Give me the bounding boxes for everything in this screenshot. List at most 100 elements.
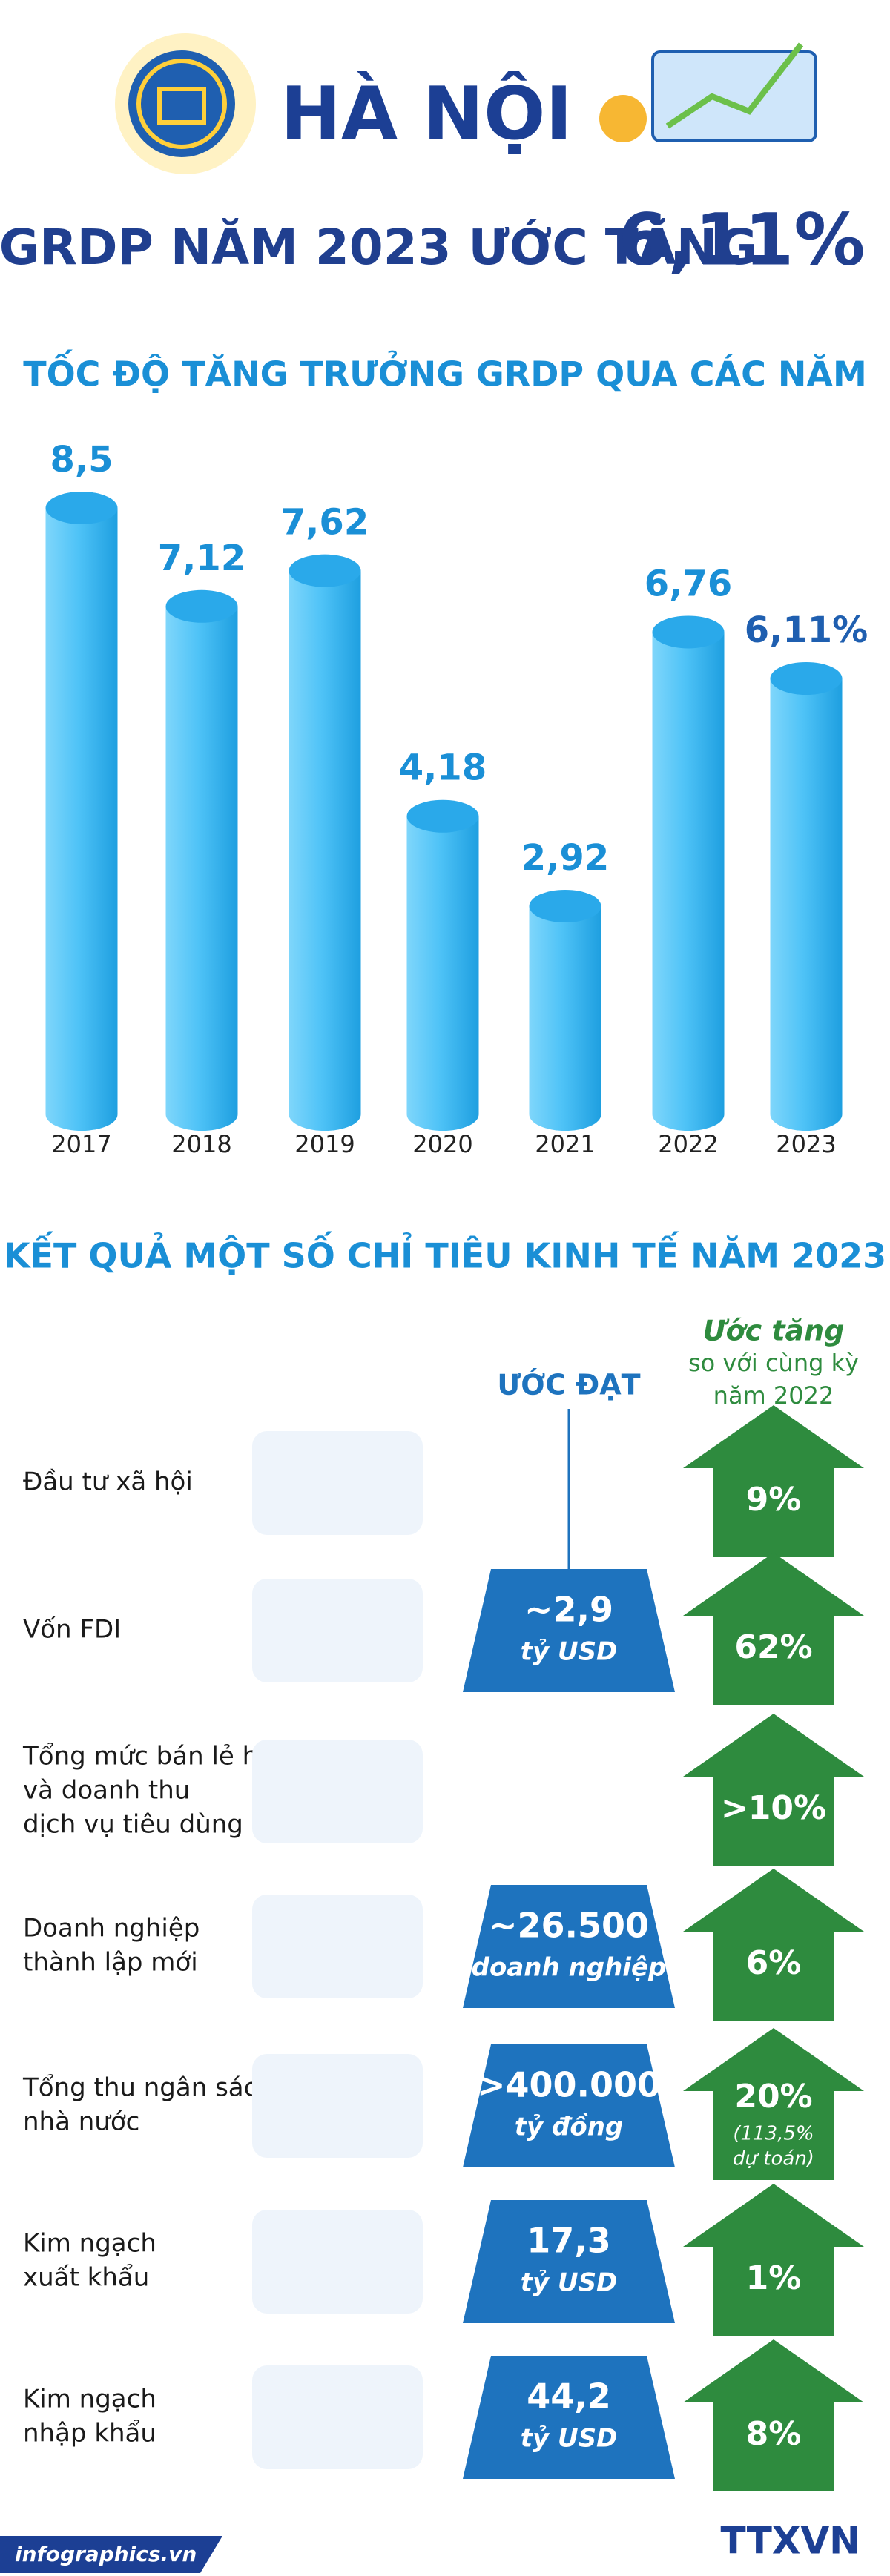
estimate-box bbox=[463, 2044, 675, 2167]
x-tick-label: 2022 bbox=[658, 1130, 718, 1158]
value-label: 7,62 bbox=[281, 502, 369, 544]
row-illustration bbox=[252, 1740, 423, 1843]
bar-cap bbox=[406, 799, 479, 833]
row-label: dịch vụ tiêu dùng bbox=[23, 1810, 243, 1840]
growth-arrow bbox=[683, 2028, 864, 2180]
x-tick-label: 2017 bbox=[51, 1130, 111, 1158]
estimate-value: ~2,9 bbox=[524, 1590, 613, 1630]
bar bbox=[165, 606, 238, 1131]
header-trend bbox=[665, 42, 804, 129]
value-label: 6,76 bbox=[645, 563, 732, 604]
estimate-unit: tỷ đồng bbox=[515, 2113, 624, 2142]
row-illustration bbox=[252, 2054, 423, 2158]
growth-note: (113,5% bbox=[733, 2123, 814, 2145]
x-tick-label: 2021 bbox=[535, 1130, 595, 1158]
footer-band bbox=[0, 2536, 222, 2573]
estimate-value: 17,3 bbox=[527, 2221, 611, 2261]
estimate-value: ~26.500 bbox=[489, 1906, 649, 1946]
x-tick-label: 2018 bbox=[171, 1130, 231, 1158]
growth-value: 1% bbox=[746, 2259, 802, 2297]
row-label: Đầu tư xã hội bbox=[23, 1467, 193, 1497]
bar bbox=[406, 816, 479, 1131]
row-illustration bbox=[252, 1895, 423, 1998]
bar bbox=[289, 570, 361, 1131]
estimate-box bbox=[463, 2200, 675, 2323]
growth-arrow bbox=[683, 2184, 864, 2336]
growth-value: >10% bbox=[721, 1789, 826, 1827]
bar bbox=[652, 632, 725, 1131]
logo bbox=[128, 50, 235, 157]
estimate-value: >400.000 bbox=[477, 2065, 661, 2105]
growth-arrow bbox=[683, 1405, 864, 1557]
growth-arrow bbox=[683, 1553, 864, 1705]
growth-arrow bbox=[683, 1869, 864, 2021]
row-label: nhà nước bbox=[23, 2107, 139, 2137]
row-label: nhập khẩu bbox=[23, 2419, 156, 2448]
row-label: Doanh nghiệp bbox=[23, 1914, 200, 1943]
row-illustration bbox=[252, 2365, 423, 2469]
growth-header: năm 2022 bbox=[713, 1381, 834, 1410]
row-label: Tổng thu ngân sách bbox=[22, 2073, 274, 2103]
growth-header: Ước tăng bbox=[703, 1315, 845, 1347]
value-label: 2,92 bbox=[521, 837, 609, 879]
estimate-unit: doanh nghiệp bbox=[472, 1953, 667, 1983]
bar bbox=[45, 508, 118, 1131]
row-label: và doanh thu bbox=[23, 1776, 190, 1806]
estimate-box bbox=[463, 1569, 675, 1692]
footer-agency: TTXVN bbox=[721, 2520, 860, 2563]
estimate-value: 44,2 bbox=[527, 2377, 611, 2417]
row-label: xuất khẩu bbox=[23, 2263, 149, 2293]
chart-title: TỐC ĐỘ TĂNG TRƯỞNG GRDP QUA CÁC NĂM bbox=[23, 350, 867, 394]
footer-site: infographics.vn bbox=[15, 2542, 197, 2566]
x-tick-label: 2023 bbox=[776, 1130, 836, 1158]
headline-value: 6,11% bbox=[618, 198, 865, 281]
row-illustration bbox=[252, 1579, 423, 1682]
estimate-box bbox=[463, 1885, 675, 2008]
logo-ring bbox=[136, 59, 227, 149]
city-title: HÀ NỘI bbox=[280, 71, 573, 156]
row-illustration bbox=[252, 1431, 423, 1535]
row-label: Kim ngạch bbox=[23, 2385, 156, 2414]
bar-cap bbox=[770, 662, 843, 696]
row-label: thành lập mới bbox=[23, 1948, 198, 1978]
header-coin bbox=[599, 95, 647, 142]
row-label: Kim ngạch bbox=[23, 2229, 156, 2259]
growth-value: 6% bbox=[746, 1944, 802, 1982]
growth-value: 8% bbox=[746, 2415, 802, 2453]
estimate-unit: tỷ USD bbox=[521, 2268, 618, 2298]
bar bbox=[770, 678, 843, 1131]
growth-header: so với cùng kỳ bbox=[688, 1349, 859, 1377]
growth-note: dự toán) bbox=[733, 2148, 814, 2170]
logo-gate bbox=[157, 87, 206, 125]
indicator-rows: Đầu tư xã hội 9% Vốn FDI ~2,9 tỷ USD 62% Tổng … bbox=[22, 1405, 864, 2491]
value-label: 4,18 bbox=[399, 747, 487, 789]
bar-cap bbox=[652, 615, 725, 649]
estimate-unit: tỷ USD bbox=[521, 2424, 618, 2454]
bar-cap bbox=[165, 589, 238, 623]
header-illustration bbox=[651, 50, 817, 142]
estimate-box bbox=[463, 2356, 675, 2479]
bar-chart: 8,5 2017 7,12 2018 7,62 2019 4,18 2020 2,92 2021 6… bbox=[45, 439, 868, 1158]
row-label: Vốn FDI bbox=[23, 1615, 121, 1645]
row-illustration bbox=[252, 2210, 423, 2314]
bar-cap bbox=[45, 492, 118, 524]
bar-cap bbox=[289, 554, 361, 587]
value-label: 7,12 bbox=[158, 538, 245, 579]
bar-cap bbox=[529, 889, 601, 922]
growth-value: 9% bbox=[746, 1481, 802, 1519]
x-tick-label: 2020 bbox=[412, 1130, 472, 1158]
estimate-header: ƯỚC ĐẠT bbox=[497, 1369, 640, 1401]
value-label: 6,11% bbox=[745, 610, 868, 651]
headline: GRDP NĂM 2023 ƯỚC TĂNG bbox=[0, 218, 757, 276]
growth-value: 20% bbox=[734, 2078, 812, 2116]
x-tick-label: 2019 bbox=[294, 1130, 355, 1158]
section-title: KẾT QUẢ MỘT SỐ CHỈ TIÊU KINH TẾ NĂM 2023 bbox=[4, 1232, 886, 1276]
growth-value: 62% bbox=[734, 1628, 812, 1666]
bar bbox=[529, 905, 601, 1131]
growth-arrow bbox=[683, 2339, 864, 2491]
growth-arrow bbox=[683, 1714, 864, 1866]
value-label: 8,5 bbox=[50, 439, 113, 480]
estimate-unit: tỷ USD bbox=[521, 1637, 618, 1667]
